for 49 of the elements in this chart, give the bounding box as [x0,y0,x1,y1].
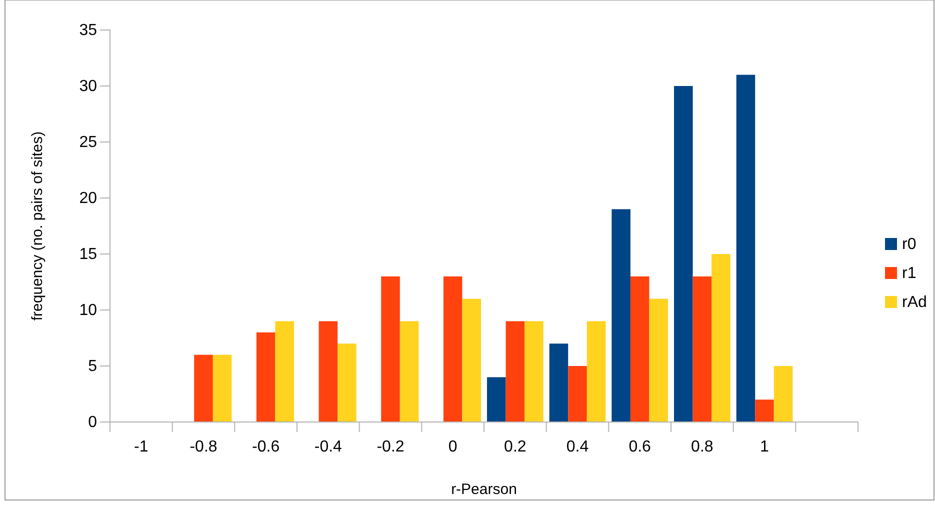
y-axis-title: frequency (no. pairs of sites) [29,131,46,321]
y-tick-label: 20 [79,190,98,208]
y-tick-label: 0 [88,414,98,432]
x-tick-label: 0.2 [504,438,526,456]
x-tick-label: -0.8 [190,438,218,456]
x-tick-label: 0.8 [691,438,714,456]
y-tick-label: 35 [79,22,98,40]
bar [194,354,213,422]
bar [674,86,693,422]
bar [275,321,294,422]
x-tick-label: 0.6 [628,438,652,456]
x-tick-label: 0.4 [566,438,589,456]
bar [462,298,481,422]
bar [506,321,525,422]
x-tick-label: 1 [760,438,770,456]
y-tick-label: 5 [88,358,98,376]
x-tick-label: 0 [448,438,458,456]
x-tick-label: -0.6 [252,438,280,456]
bar [692,276,712,422]
bar [649,298,668,422]
x-axis-title: r-Pearson [451,481,517,498]
bar [586,321,606,422]
bar [381,276,400,422]
bar [256,332,276,422]
bar [212,354,232,422]
bar [338,344,356,422]
bar [487,377,506,422]
bar [612,209,630,422]
legend-label: r0 [902,236,916,253]
y-tick-label: 10 [79,302,98,320]
bar [400,321,419,422]
bar [774,366,793,422]
bar [443,276,462,422]
bar [568,366,587,422]
x-tick-label: -0.4 [314,438,342,456]
y-tick-label: 25 [79,134,98,152]
legend-label: r1 [902,265,916,282]
legend-label: rAd [902,294,927,311]
x-tick-label: -1 [134,438,148,456]
y-tick-label: 15 [79,246,98,264]
y-tick-label: 30 [79,78,98,96]
bar [549,344,568,422]
bar [630,276,650,422]
bar [755,400,774,422]
x-tick-label: -0.2 [376,438,404,456]
bar [524,321,544,422]
bar [318,321,338,422]
bar [712,254,730,422]
bar [736,74,756,422]
